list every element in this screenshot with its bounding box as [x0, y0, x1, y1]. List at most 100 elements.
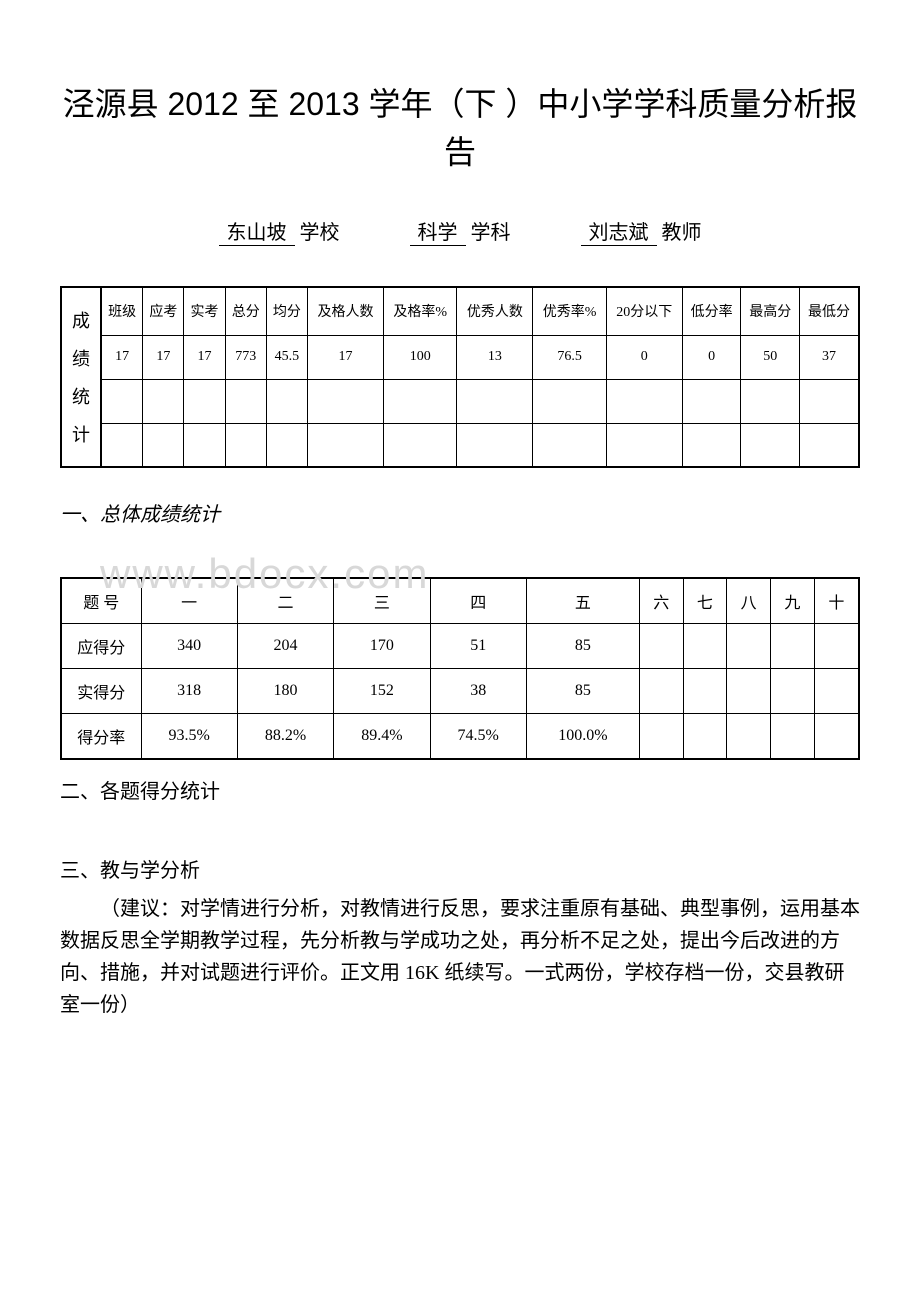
- score-cell: 180: [237, 669, 333, 714]
- stat-cell: [184, 423, 225, 467]
- score-cell: [639, 624, 683, 669]
- stat-cell: [384, 379, 457, 423]
- stat-col-header: 应考: [143, 287, 184, 335]
- score-cell: 170: [334, 624, 430, 669]
- stat-cell: 45.5: [266, 335, 307, 379]
- teacher-label: 教师: [662, 222, 702, 244]
- stat-cell: [384, 423, 457, 467]
- stat-col-header: 优秀人数: [457, 287, 533, 335]
- stat-table: 班级应考实考总分均分及格人数及格率%优秀人数优秀率%20分以下低分率最高分最低分…: [100, 286, 860, 468]
- stat-cell: 17: [143, 335, 184, 379]
- stat-cell: [606, 423, 682, 467]
- score-cell: 85: [526, 624, 639, 669]
- score-col-header: 五: [526, 578, 639, 624]
- score-row-header: 应得分: [61, 624, 141, 669]
- score-col-header: 六: [639, 578, 683, 624]
- stat-col-header: 总分: [225, 287, 266, 335]
- stat-cell: [101, 423, 143, 467]
- stat-cell: [682, 379, 741, 423]
- body-text: （建议：对学情进行分析，对教情进行反思，要求注重原有基础、典型事例，运用基本数据…: [60, 893, 860, 1021]
- score-cell: 204: [237, 624, 333, 669]
- stat-cell: 17: [101, 335, 143, 379]
- stat-cell: 17: [184, 335, 225, 379]
- score-cell: [814, 714, 859, 760]
- score-cell: [727, 669, 771, 714]
- stat-col-header: 及格人数: [307, 287, 383, 335]
- stat-col-header: 最高分: [741, 287, 800, 335]
- section-2-heading: 二、各题得分统计: [60, 775, 860, 804]
- stat-cell: 17: [307, 335, 383, 379]
- stat-cell: [533, 379, 606, 423]
- score-cell: [639, 669, 683, 714]
- stat-cell: [606, 379, 682, 423]
- score-cell: [683, 714, 727, 760]
- stat-cell: [741, 379, 800, 423]
- stat-cell: 76.5: [533, 335, 606, 379]
- score-cell: [814, 669, 859, 714]
- watermark: www.bdocx.com: [100, 550, 429, 598]
- teacher-name: 刘志斌: [581, 216, 657, 246]
- stat-cell: [800, 423, 859, 467]
- stat-cell: [266, 423, 307, 467]
- stat-col-header: 均分: [266, 287, 307, 335]
- stat-cell: [741, 423, 800, 467]
- stat-col-header: 最低分: [800, 287, 859, 335]
- score-cell: 100.0%: [526, 714, 639, 760]
- score-cell: [770, 714, 814, 760]
- score-cell: 89.4%: [334, 714, 430, 760]
- section-1-heading: 一、总体成绩统计: [60, 498, 860, 527]
- score-cell: [727, 714, 771, 760]
- score-cell: 88.2%: [237, 714, 333, 760]
- header-info: 东山坡 学校 科学 学科 刘志斌 教师: [60, 216, 860, 246]
- stat-cell: 773: [225, 335, 266, 379]
- stat-cell: [266, 379, 307, 423]
- stat-cell: [457, 423, 533, 467]
- score-col-header: 四: [430, 578, 526, 624]
- score-cell: [770, 624, 814, 669]
- stat-cell: [101, 379, 143, 423]
- score-row-header: 得分率: [61, 714, 141, 760]
- document-title: 泾源县 2012 至 2013 学年（下 ）中小学学科质量分析报告: [60, 80, 860, 176]
- stat-cell: 100: [384, 335, 457, 379]
- stat-cell: [225, 423, 266, 467]
- stat-cell: [307, 423, 383, 467]
- stat-cell: [682, 423, 741, 467]
- stat-cell: 50: [741, 335, 800, 379]
- score-col-header: 八: [727, 578, 771, 624]
- score-cell: 38: [430, 669, 526, 714]
- section-3-heading: 三、教与学分析: [60, 854, 860, 883]
- subject-name: 科学: [410, 216, 466, 246]
- score-cell: 152: [334, 669, 430, 714]
- stat-cell: [457, 379, 533, 423]
- stat-col-header: 20分以下: [606, 287, 682, 335]
- score-cell: [639, 714, 683, 760]
- score-table: 题 号一二三四五六七八九十应得分3402041705185实得分31818015…: [60, 577, 860, 760]
- stat-cell: 37: [800, 335, 859, 379]
- score-cell: [683, 624, 727, 669]
- score-cell: 51: [430, 624, 526, 669]
- stat-table-wrapper: 成 绩 统 计 班级应考实考总分均分及格人数及格率%优秀人数优秀率%20分以下低…: [60, 286, 860, 468]
- stat-cell: 13: [457, 335, 533, 379]
- score-cell: 85: [526, 669, 639, 714]
- stat-cell: 0: [682, 335, 741, 379]
- score-cell: 318: [141, 669, 237, 714]
- score-row-header: 实得分: [61, 669, 141, 714]
- score-cell: 74.5%: [430, 714, 526, 760]
- stat-vertical-header: 成 绩 统 计: [60, 286, 100, 468]
- score-cell: [770, 669, 814, 714]
- stat-cell: [143, 379, 184, 423]
- score-cell: [683, 669, 727, 714]
- score-col-header: 十: [814, 578, 859, 624]
- stat-col-header: 优秀率%: [533, 287, 606, 335]
- stat-cell: [225, 379, 266, 423]
- score-col-header: 九: [770, 578, 814, 624]
- stat-col-header: 班级: [101, 287, 143, 335]
- score-col-header: 七: [683, 578, 727, 624]
- stat-cell: [143, 423, 184, 467]
- stat-cell: [800, 379, 859, 423]
- score-cell: 93.5%: [141, 714, 237, 760]
- stat-cell: [307, 379, 383, 423]
- stat-col-header: 实考: [184, 287, 225, 335]
- school-name: 东山坡: [219, 216, 295, 246]
- stat-col-header: 及格率%: [384, 287, 457, 335]
